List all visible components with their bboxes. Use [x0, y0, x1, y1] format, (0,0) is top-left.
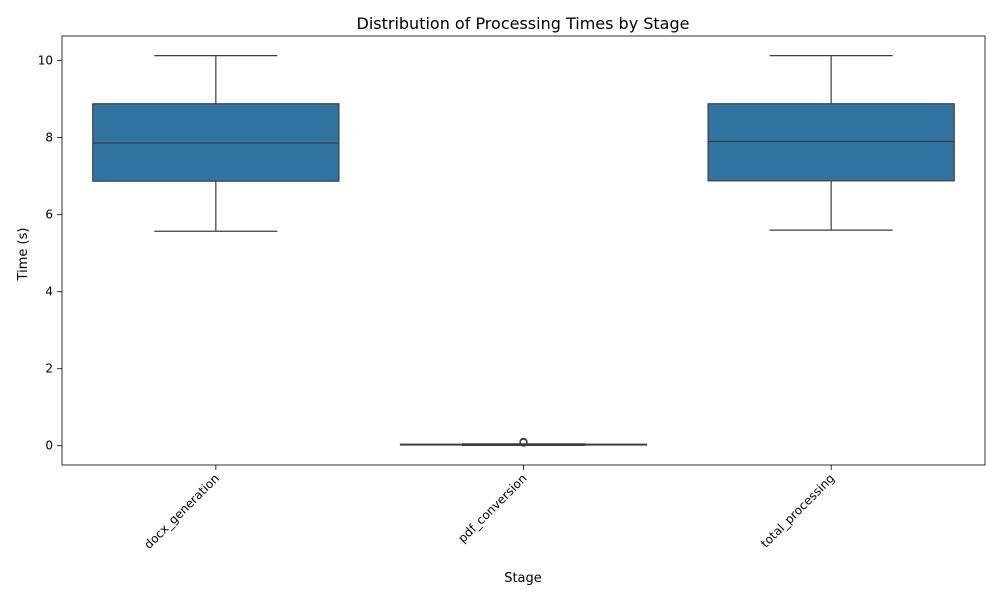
- box-pdf_conversion: [399, 437, 648, 447]
- x-tick-label: docx_generation: [141, 471, 222, 552]
- x-tick-label: pdf_conversion: [455, 471, 529, 545]
- plot-area: [92, 55, 955, 447]
- chart-title: Distribution of Processing Times by Stag…: [357, 14, 690, 33]
- y-tick-label: 6: [45, 208, 53, 222]
- y-tick-label: 10: [38, 54, 53, 68]
- iqr-box: [707, 103, 955, 182]
- y-axis: 0 2 4 6 8 10: [38, 54, 62, 453]
- y-tick-label: 2: [45, 362, 53, 376]
- box-docx_generation: [92, 55, 340, 232]
- x-axis: docx_generation pdf_conversion total_proce…: [141, 465, 837, 552]
- box-total_processing: [707, 55, 955, 231]
- x-axis-label: Stage: [504, 571, 542, 586]
- y-axis-label: Time (s): [16, 228, 31, 282]
- x-tick-label: total_processing: [758, 471, 837, 550]
- outlier-point: [519, 437, 528, 446]
- y-tick-label: 4: [45, 285, 53, 299]
- y-tick-label: 8: [45, 131, 53, 145]
- y-tick-label: 0: [45, 439, 53, 453]
- plot-frame: [61, 35, 986, 466]
